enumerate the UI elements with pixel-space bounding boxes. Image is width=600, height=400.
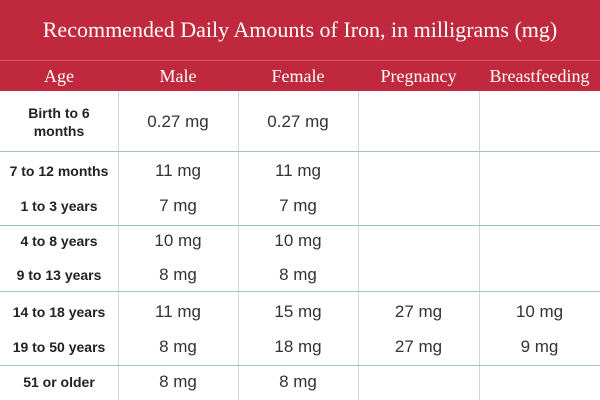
age-cell: 7 to 12 months bbox=[9, 163, 109, 179]
female-cell: 8 mg bbox=[279, 265, 317, 284]
column-header-age: Age bbox=[44, 65, 74, 86]
age-cell: 19 to 50 years bbox=[12, 339, 106, 355]
column-divider bbox=[479, 91, 480, 400]
column-divider bbox=[238, 91, 239, 400]
female-cell: 7 mg bbox=[279, 196, 317, 215]
column-header-pregnancy: Pregnancy bbox=[380, 65, 457, 86]
pregnancy-cell: 27 mg bbox=[394, 302, 443, 321]
breastfeeding-cell bbox=[479, 154, 600, 188]
female-cell: 10 mg bbox=[274, 231, 322, 250]
pregnancy-cell bbox=[358, 259, 479, 291]
row-group-divider bbox=[0, 225, 600, 226]
male-cell: 11 mg bbox=[155, 302, 201, 321]
pregnancy-cell bbox=[358, 365, 479, 399]
age-cell: 1 to 3 years bbox=[20, 198, 98, 214]
female-cell: 8 mg bbox=[279, 372, 317, 391]
age-cell: 9 to 13 years bbox=[16, 267, 102, 283]
pregnancy-cell bbox=[358, 154, 479, 188]
female-cell: 18 mg bbox=[274, 337, 322, 356]
breastfeeding-cell bbox=[479, 93, 600, 151]
table-header-row: Age Male Female Pregnancy Breastfeeding bbox=[0, 60, 600, 91]
male-cell: 8 mg bbox=[159, 372, 197, 391]
column-header-female: Female bbox=[271, 65, 325, 86]
row-group-divider bbox=[0, 151, 600, 152]
male-cell: 7 mg bbox=[159, 196, 197, 215]
male-cell: 8 mg bbox=[159, 337, 197, 356]
breastfeeding-cell bbox=[479, 225, 600, 257]
female-cell: 11 mg bbox=[275, 161, 321, 180]
male-cell: 0.27 mg bbox=[147, 112, 209, 131]
pregnancy-cell bbox=[358, 225, 479, 257]
age-cell: 51 or older bbox=[23, 374, 95, 390]
male-cell: 8 mg bbox=[159, 265, 197, 284]
male-cell: 10 mg bbox=[154, 231, 202, 250]
male-cell: 11 mg bbox=[155, 161, 201, 180]
column-divider bbox=[358, 91, 359, 400]
pregnancy-cell: 27 mg bbox=[394, 337, 443, 356]
pregnancy-cell bbox=[358, 189, 479, 223]
pregnancy-cell bbox=[358, 93, 479, 151]
column-header-breastfeeding: Breastfeeding bbox=[489, 65, 590, 86]
breastfeeding-cell bbox=[479, 189, 600, 223]
age-cell: Birth to 6 months bbox=[28, 105, 90, 139]
female-cell: 15 mg bbox=[274, 302, 322, 321]
row-group-divider bbox=[0, 365, 600, 366]
column-header-male: Male bbox=[159, 65, 197, 86]
table-title: Recommended Daily Amounts of Iron, in mi… bbox=[0, 0, 600, 60]
breastfeeding-cell bbox=[479, 365, 600, 399]
age-cell: 4 to 8 years bbox=[20, 233, 98, 249]
breastfeeding-cell bbox=[479, 259, 600, 291]
breastfeeding-cell: 9 mg bbox=[520, 337, 559, 356]
age-cell: 14 to 18 years bbox=[12, 304, 106, 320]
female-cell: 0.27 mg bbox=[267, 112, 329, 131]
breastfeeding-cell: 10 mg bbox=[515, 302, 564, 321]
row-group-divider bbox=[0, 291, 600, 292]
column-divider bbox=[118, 91, 119, 400]
